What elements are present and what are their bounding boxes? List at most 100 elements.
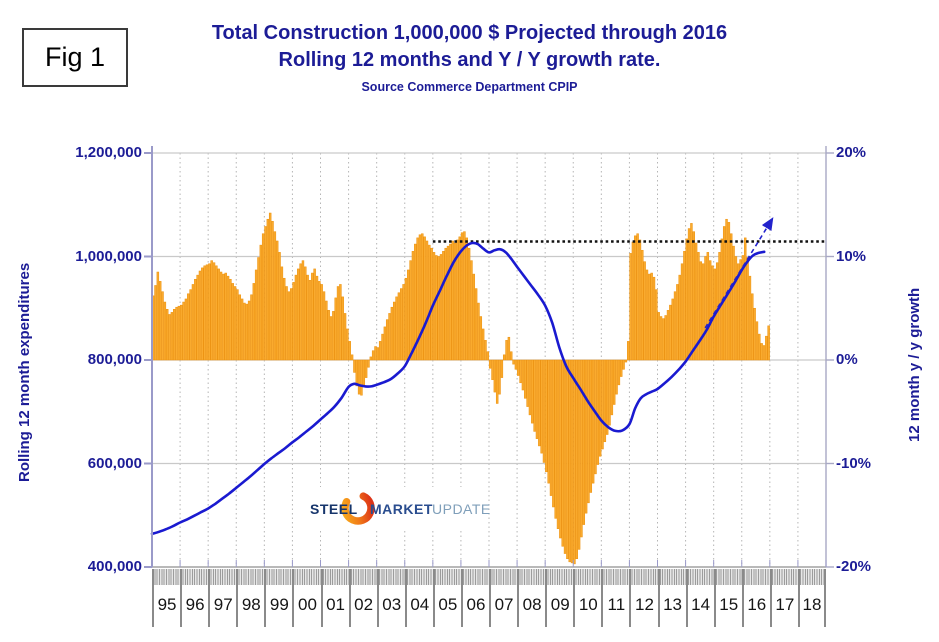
growth-bar	[261, 233, 265, 361]
growth-bar	[173, 309, 176, 361]
projection-arrow	[704, 217, 774, 329]
growth-bar	[587, 359, 590, 504]
year-cell: 15	[713, 569, 742, 627]
growth-bar	[383, 326, 387, 361]
growth-bar	[659, 316, 663, 361]
growth-bar	[641, 250, 644, 361]
growth-bar	[283, 277, 286, 361]
growth-bar	[222, 273, 225, 361]
growth-bar	[615, 359, 618, 395]
growth-bar	[484, 340, 487, 361]
growth-bar	[687, 228, 691, 361]
growth-bar	[470, 260, 473, 361]
growth-bar	[620, 359, 623, 377]
growth-bar	[474, 288, 478, 361]
growth-bar	[292, 282, 295, 361]
growth-bar	[510, 351, 513, 361]
growth-bar	[591, 359, 595, 484]
growth-bar	[507, 336, 511, 361]
right-axis-tick-label: 10%	[836, 247, 867, 265]
growth-bar	[561, 359, 564, 547]
growth-bar	[350, 354, 354, 361]
growth-bar	[690, 223, 693, 361]
growth-bar	[311, 272, 314, 361]
growth-bar	[666, 310, 670, 361]
growth-bar	[627, 341, 630, 361]
growth-bar	[439, 254, 443, 361]
year-cell: 96	[180, 569, 208, 627]
growth-bar	[463, 231, 466, 361]
growth-bar	[304, 266, 307, 361]
growth-bar	[505, 340, 508, 361]
growth-bar	[414, 243, 417, 361]
growth-bar	[458, 236, 461, 361]
growth-bar	[264, 226, 267, 361]
growth-bar	[495, 359, 499, 404]
growth-bar	[624, 359, 628, 363]
growth-bar	[598, 359, 602, 457]
growth-bar	[411, 251, 415, 361]
year-cell: 16	[741, 569, 770, 627]
growth-bar	[517, 359, 520, 376]
growth-bar	[751, 293, 754, 361]
growth-bar	[435, 255, 438, 361]
growth-bar	[449, 243, 452, 361]
growth-bar	[236, 289, 239, 361]
growth-bar	[329, 316, 333, 361]
right-axis-tick-label: -10%	[836, 454, 872, 472]
growth-bar	[320, 284, 323, 361]
growth-bar	[748, 275, 752, 361]
growth-bar	[184, 298, 188, 361]
growth-bar	[364, 359, 368, 378]
left-axis-tick-label: 800,000	[87, 351, 142, 368]
growth-bar	[605, 359, 609, 435]
growth-bar	[348, 341, 351, 361]
growth-bar	[669, 304, 672, 361]
growth-bar	[313, 268, 316, 361]
year-cell: 05	[432, 569, 461, 627]
growth-bar	[198, 270, 202, 361]
growth-bar	[247, 300, 251, 361]
growth-bar	[704, 256, 707, 361]
growth-bar	[175, 306, 178, 361]
growth-bar	[722, 226, 726, 361]
growth-bar	[594, 359, 597, 475]
growth-bar	[362, 359, 366, 388]
growth-bar	[582, 359, 586, 525]
growth-bar	[706, 252, 710, 361]
growth-bar	[189, 289, 192, 361]
growth-bar	[360, 359, 363, 396]
growth-bar	[308, 280, 312, 361]
growth-bar	[711, 265, 714, 361]
year-cell: 13	[657, 569, 686, 627]
year-cell: 98	[236, 569, 264, 627]
year-label: 05	[438, 595, 458, 614]
growth-bar	[577, 359, 581, 550]
growth-bar	[603, 359, 607, 443]
growth-bar	[643, 261, 646, 361]
growth-bar	[734, 256, 738, 361]
year-label: 09	[550, 595, 570, 614]
year-label: 15	[719, 595, 739, 614]
chart-title-line2: Rolling 12 months and Y / Y growth rate.	[278, 49, 661, 71]
growth-bar	[729, 233, 733, 361]
growth-bar	[297, 268, 300, 361]
growth-bar	[760, 343, 763, 361]
year-label: 13	[663, 595, 682, 614]
growth-bar	[194, 278, 197, 361]
growth-bar	[416, 237, 419, 361]
growth-bar	[631, 241, 635, 361]
growth-bar	[378, 341, 382, 361]
growth-bar	[446, 245, 450, 361]
year-cell: 02	[348, 569, 377, 627]
growth-bar	[385, 319, 389, 361]
expenditures-line	[150, 241, 766, 536]
growth-bar	[271, 221, 274, 361]
growth-bar	[334, 297, 337, 361]
growth-bar	[381, 333, 384, 361]
growth-bar	[549, 359, 553, 496]
growth-bar	[418, 234, 422, 361]
growth-bar	[680, 263, 684, 361]
growth-bar	[275, 240, 279, 361]
